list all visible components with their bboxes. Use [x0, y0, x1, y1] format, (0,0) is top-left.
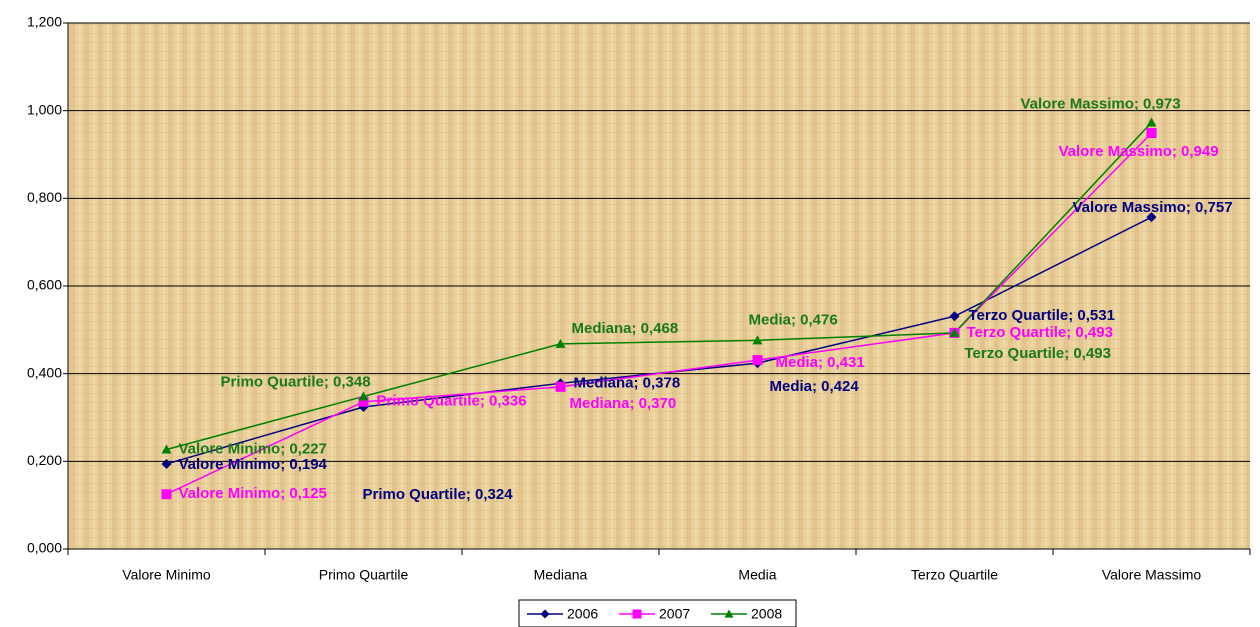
- data-label: Primo Quartile; 0,324: [363, 486, 514, 503]
- x-tick-label: Media: [738, 567, 776, 583]
- data-label: Valore Massimo; 0,757: [1073, 199, 1233, 216]
- marker: [1146, 128, 1157, 139]
- data-label: Terzo Quartile; 0,531: [969, 307, 1115, 324]
- x-tick-label: Mediana: [534, 567, 588, 583]
- x-tick-label: Valore Minimo: [122, 567, 211, 583]
- legend-label: 2007: [659, 606, 690, 622]
- marker: [161, 444, 172, 454]
- marker: [949, 311, 960, 322]
- y-tick-label: 1,000: [27, 101, 62, 117]
- data-label: Media; 0,424: [770, 378, 860, 395]
- x-tick-label: Terzo Quartile: [911, 567, 998, 583]
- legend-label: 2006: [567, 606, 598, 622]
- marker: [724, 609, 734, 618]
- marker: [358, 396, 369, 407]
- y-tick-label: 0,400: [27, 364, 62, 380]
- data-label: Valore Minimo; 0,227: [179, 440, 327, 457]
- x-tick-label: Valore Massimo: [1102, 567, 1202, 583]
- marker: [161, 489, 172, 500]
- y-tick-label: 0,600: [27, 277, 62, 293]
- y-tick-label: 1,200: [27, 14, 62, 30]
- data-label: Valore Massimo; 0,973: [1021, 95, 1181, 112]
- data-label: Media; 0,476: [749, 311, 838, 328]
- series-line: [166, 132, 1153, 495]
- y-tick-label: 0,800: [27, 189, 62, 205]
- data-label: Mediana; 0,370: [570, 395, 677, 412]
- legend-label: 2008: [751, 606, 782, 622]
- legend: [518, 599, 797, 627]
- data-label: Media; 0,431: [776, 354, 865, 371]
- marker: [752, 335, 763, 345]
- data-label: Primo Quartile; 0,336: [377, 393, 527, 410]
- x-tick-label: Primo Quartile: [319, 567, 409, 583]
- data-label: Terzo Quartile; 0,493: [965, 345, 1111, 362]
- data-label: Primo Quartile; 0,348: [221, 373, 371, 390]
- marker: [555, 338, 566, 348]
- marker: [161, 458, 172, 469]
- marker: [1146, 117, 1157, 127]
- series-line: [166, 121, 1153, 451]
- data-label: Mediana; 0,468: [572, 320, 679, 337]
- y-tick-label: 0,000: [27, 540, 62, 556]
- marker: [555, 381, 566, 392]
- marker: [752, 355, 763, 366]
- y-tick-label: 0,200: [27, 452, 62, 468]
- marker: [540, 609, 550, 619]
- marker: [358, 391, 369, 401]
- marker: [632, 609, 642, 619]
- data-label: Valore Minimo; 0,194: [179, 456, 328, 473]
- marker: [1146, 212, 1157, 223]
- data-label: Mediana; 0,378: [574, 374, 681, 391]
- data-label: Valore Massimo; 0,949: [1059, 143, 1219, 160]
- data-label: Valore Minimo; 0,125: [179, 485, 327, 502]
- data-label: Terzo Quartile; 0,493: [967, 324, 1113, 341]
- marker: [949, 327, 960, 337]
